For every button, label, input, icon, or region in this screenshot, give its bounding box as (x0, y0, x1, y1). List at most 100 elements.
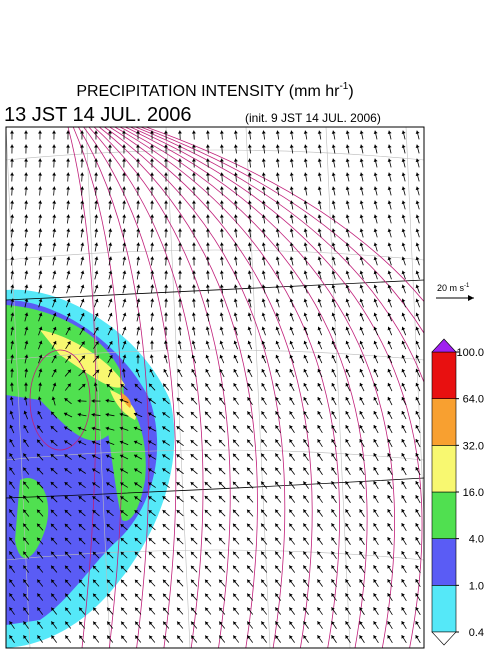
wind-arrow-head (94, 214, 99, 218)
wind-arrow-head (92, 496, 97, 500)
wind-arrow-head (415, 340, 420, 345)
wind-arrow-head (163, 130, 168, 134)
wind-arrow-head (150, 284, 155, 288)
wind-arrow-head (134, 454, 138, 459)
wind-arrow-head (415, 467, 420, 471)
wind-arrow-head (303, 312, 308, 317)
wind-arrow-head (52, 270, 57, 275)
wind-arrow-head (119, 440, 124, 445)
wind-arrow-head (415, 635, 419, 639)
wind-arrow-head (387, 551, 391, 555)
wind-arrow-head (93, 635, 97, 640)
wind-arrow-head (331, 214, 336, 219)
wind-arrow-head (163, 369, 168, 373)
wind-arrow-head (317, 635, 321, 639)
wind-arrow-head (261, 411, 265, 415)
wind-arrow-head (331, 411, 335, 415)
wind-arrow-head (205, 593, 209, 598)
wind-arrow-head (233, 172, 238, 176)
wind-arrow-head (261, 481, 265, 486)
wind-arrow-head (52, 144, 57, 148)
wind-arrow-head (36, 481, 41, 486)
wind-arrow-head (164, 214, 169, 218)
wind-arrow-head (148, 537, 153, 542)
wind-arrow-head (52, 242, 57, 246)
wind-arrow-head (359, 256, 364, 261)
wind-arrow-head (317, 397, 322, 401)
wind-arrow-head (119, 398, 124, 403)
wind-arrow-head (218, 439, 223, 444)
wind-arrow-head (23, 396, 28, 400)
wind-arrow-head (177, 172, 182, 176)
wind-arrow-head (106, 537, 111, 542)
wind-arrow-head (163, 354, 168, 359)
wind-arrow-head (359, 439, 363, 443)
wind-arrow-head (387, 340, 392, 345)
scale-text: 20 m s (437, 283, 465, 293)
wind-arrow-head (176, 496, 181, 500)
wind-arrow-head (177, 340, 182, 344)
wind-arrow-head (78, 551, 83, 556)
wind-arrow-head (373, 523, 377, 527)
wind-arrow-head (289, 172, 294, 176)
colorbar-segment (431, 398, 457, 446)
wind-arrow-head (289, 635, 293, 639)
wind-arrow-head (219, 383, 223, 387)
wind-arrow-head (51, 565, 55, 570)
wind-arrow-head (24, 228, 29, 232)
wind-arrow-head (303, 186, 308, 190)
wind-arrow-head (233, 340, 238, 345)
wind-arrow-head (233, 214, 238, 218)
wind-arrow-head (78, 510, 83, 514)
wind-arrow-head (164, 200, 169, 204)
wind-arrow-head (121, 593, 125, 598)
wind-arrow-head (136, 354, 141, 358)
wind-arrow-head (387, 537, 391, 541)
wind-arrow-head (261, 284, 266, 289)
wind-arrow-head (95, 369, 100, 374)
wind-arrow-head (415, 382, 420, 387)
wind-arrow-head (177, 635, 181, 640)
valid-time: 13 JST 14 JUL. 2006 (4, 104, 192, 126)
wind-arrow-head (415, 439, 420, 443)
colorbar-segment (431, 538, 457, 586)
wind-arrow-head (247, 200, 252, 204)
wind-arrow-head (205, 340, 210, 345)
wind-arrow-head (37, 635, 41, 639)
wind-arrow-head (204, 481, 209, 486)
wind-arrow-head (38, 158, 43, 162)
title-end: ) (348, 83, 353, 100)
wind-arrow-head (387, 144, 392, 149)
wind-arrow-head (387, 439, 392, 443)
wind-arrow-head (261, 186, 266, 190)
wind-arrow-head (24, 326, 29, 331)
wind-arrow-head (345, 256, 350, 261)
wind-arrow-head (247, 158, 252, 162)
wind-arrow-head (163, 607, 167, 612)
wind-arrow-head (177, 312, 182, 316)
wind-arrow-head (289, 186, 294, 190)
wind-arrow-head (38, 214, 43, 218)
map-frame (5, 126, 425, 649)
wind-arrow-head (37, 411, 42, 415)
wind-arrow-head (317, 242, 322, 247)
wind-arrow-head (261, 523, 265, 528)
wind-arrow-head (247, 565, 251, 570)
wind-arrow-head (345, 523, 349, 527)
wind-arrow-head (303, 200, 308, 204)
wind-arrow-head (303, 523, 307, 527)
wind-arrow-head (373, 368, 378, 373)
wind-arrow-head (317, 368, 322, 373)
wind-arrow-head (331, 425, 335, 429)
wind-arrow-head (275, 607, 279, 612)
wind-arrow-head (401, 214, 406, 219)
wind-arrow-head (289, 537, 293, 542)
wind-arrow-head (345, 439, 349, 443)
wind-arrow-head (67, 383, 71, 388)
wind-arrow-head (232, 481, 237, 486)
wind-arrow-head (80, 200, 85, 204)
wind-arrow-head (345, 312, 350, 317)
wind-arrow-head (10, 326, 15, 330)
wind-arrow-head (105, 426, 110, 431)
wind-arrow-head (373, 453, 377, 457)
